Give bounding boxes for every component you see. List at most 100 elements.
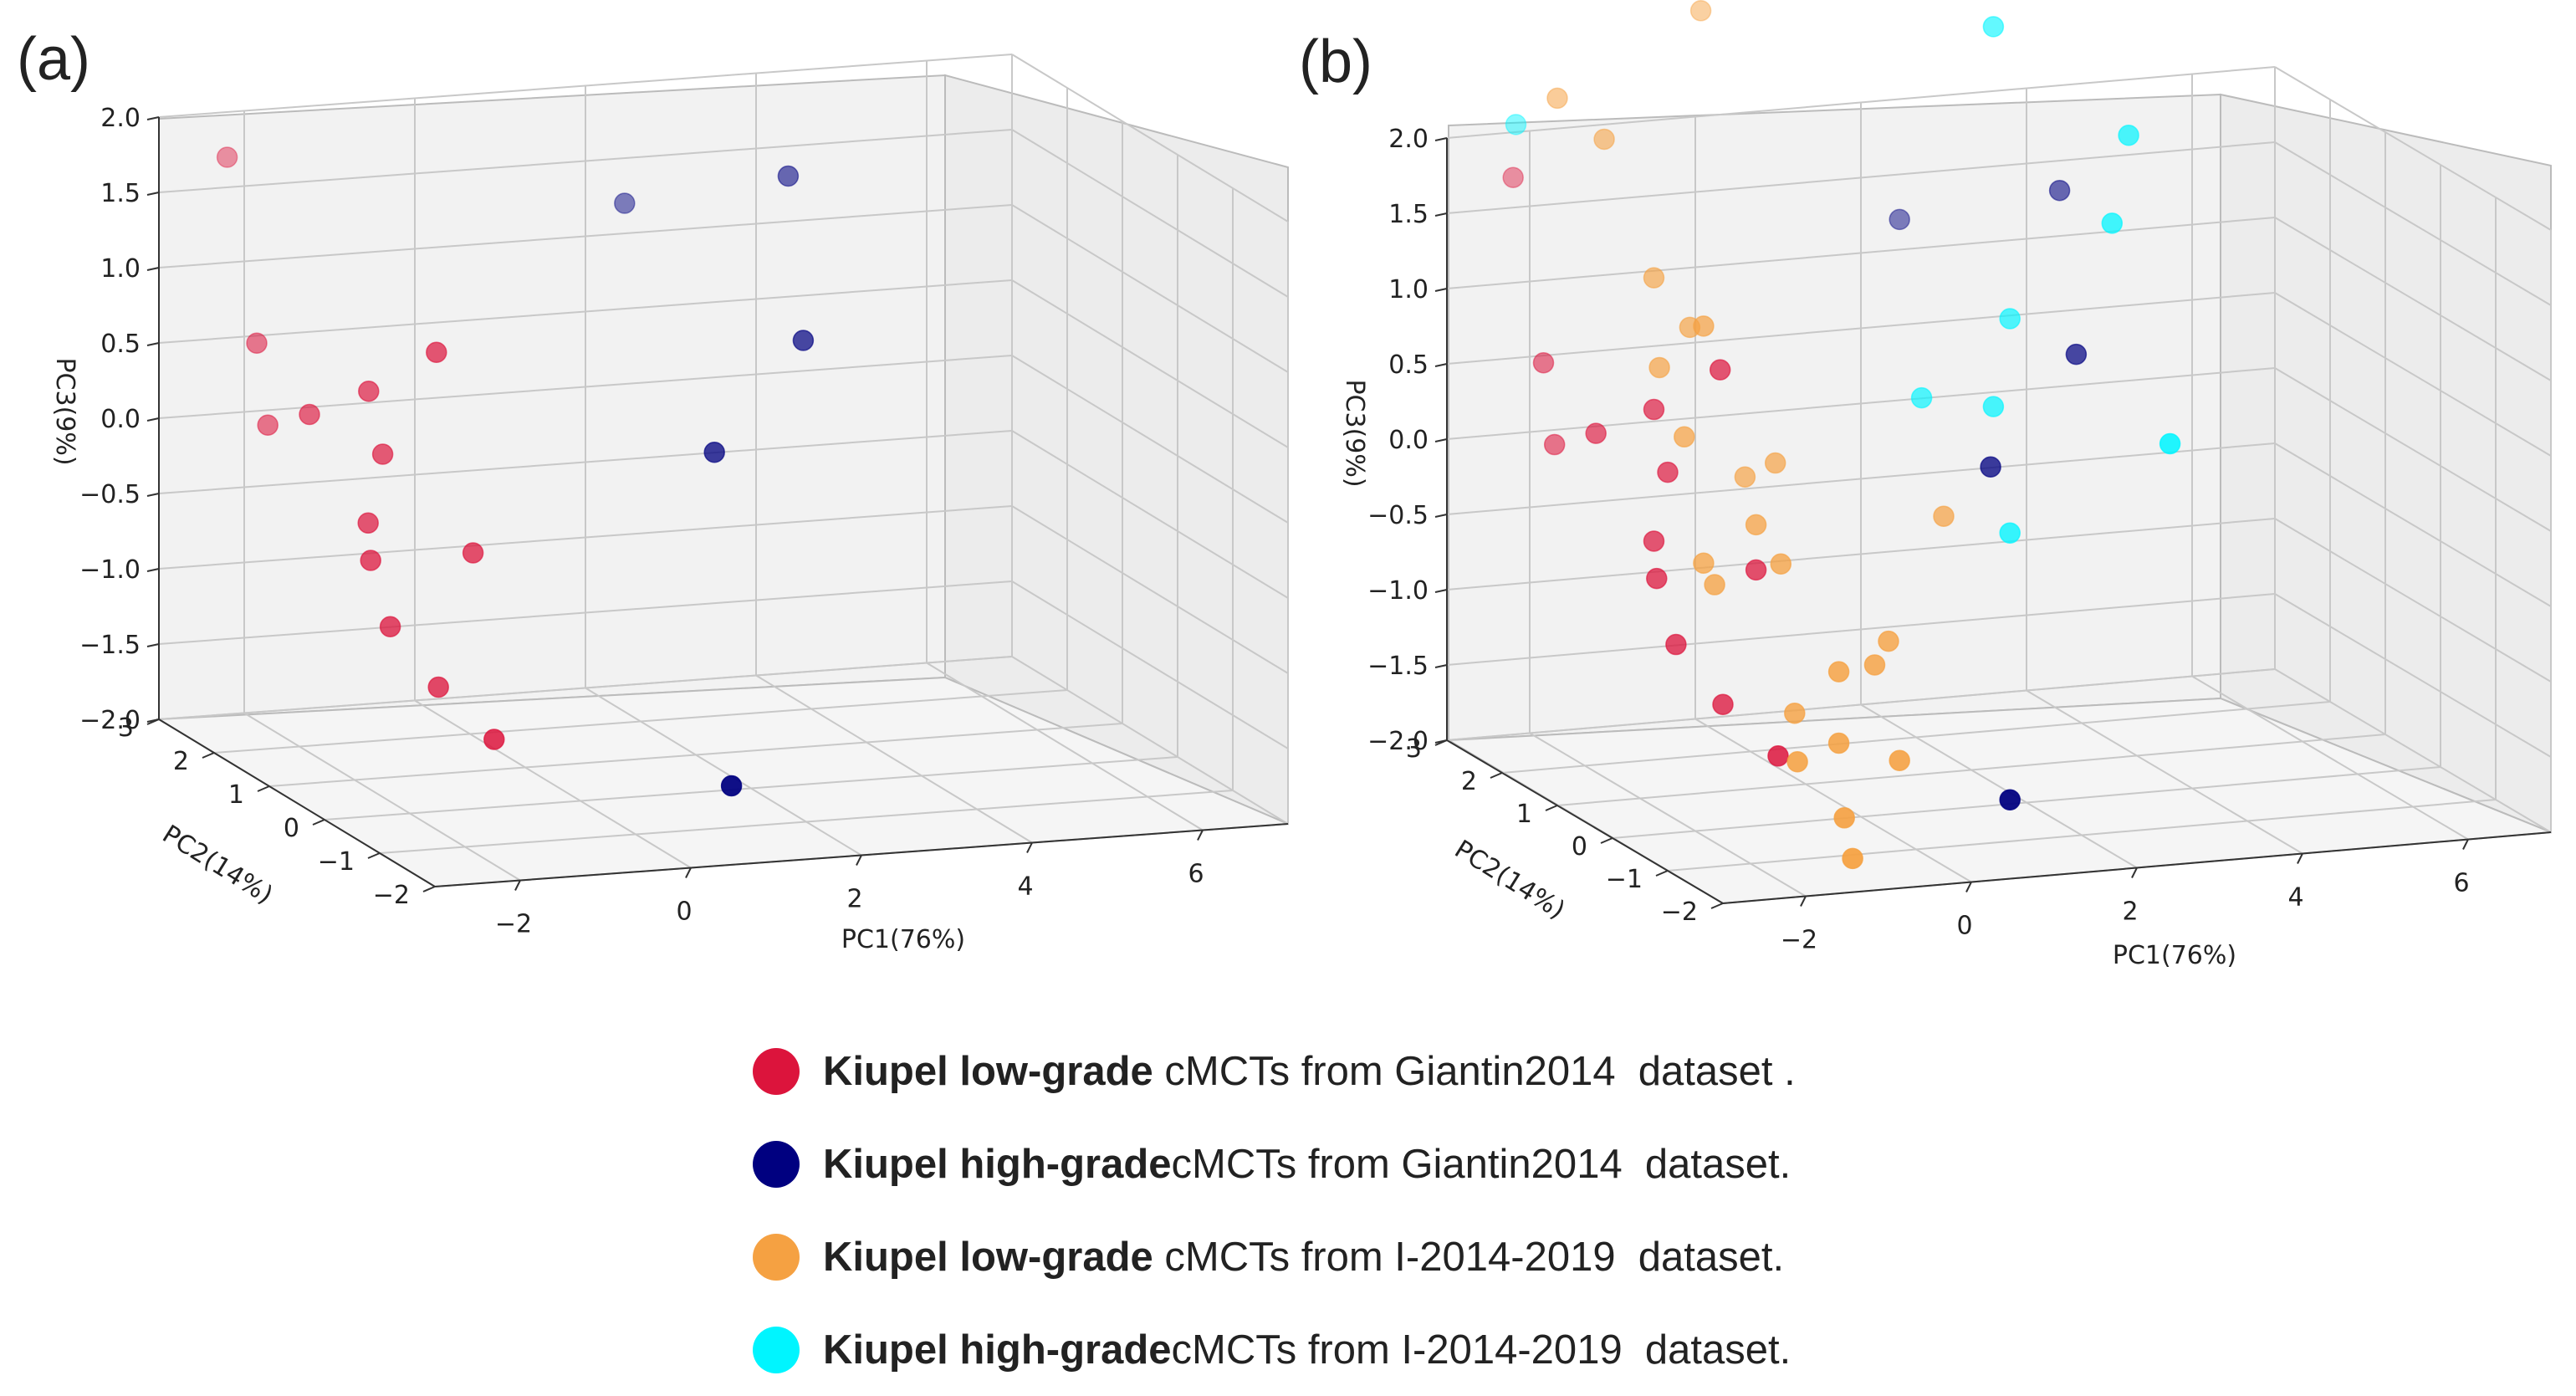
z-tick-mark: [1434, 514, 1448, 518]
gridline: [1694, 718, 1972, 883]
gridline: [1011, 505, 1289, 674]
x-tick-label: 4: [2287, 883, 2303, 913]
data-point: [1827, 661, 1850, 683]
z-tick-label: 0.5: [100, 330, 141, 359]
gridline: [1860, 703, 2138, 869]
data-point: [1982, 396, 2005, 417]
legend-label: cMCTs from I-2014-2019 dataset.: [1171, 1327, 1791, 1373]
y-tick-label: −1: [318, 847, 355, 877]
data-point: [1546, 87, 1568, 110]
data-point: [1745, 559, 1767, 581]
gridline: [755, 674, 1033, 844]
panel-a-xlabel: PC1(76%): [841, 925, 965, 954]
data-point: [379, 616, 401, 637]
z-tick-label: 1.5: [1388, 200, 1429, 229]
gridline: [268, 723, 1123, 787]
panel-b-xlabel: PC1(76%): [2113, 941, 2236, 970]
gridline: [1011, 355, 1289, 524]
gridline: [1011, 430, 1289, 599]
y-tick-label: 3: [1406, 734, 1422, 764]
data-point: [1767, 745, 1789, 767]
gridline: [2274, 593, 2552, 758]
y-tick-label: 2: [1461, 767, 1477, 796]
x-tick-mark: [2462, 839, 2469, 850]
z-tick-label: −0.5: [79, 480, 141, 509]
y-axis-line: [158, 718, 436, 887]
panel-b-ylabel: PC2(14%): [1449, 835, 1570, 925]
y-tick-mark: [202, 752, 215, 759]
data-point: [1863, 654, 1886, 676]
gridline: [1612, 766, 2441, 839]
gridline: [158, 430, 1013, 494]
gridline: [158, 129, 1013, 193]
x-tick-label: 2: [846, 885, 862, 914]
data-point: [1786, 751, 1808, 773]
x-tick-label: 6: [1188, 860, 1204, 889]
data-point: [1543, 433, 1566, 456]
gridline: [324, 756, 1178, 821]
y-tick-label: 3: [118, 713, 134, 743]
z-tick-mark: [146, 643, 160, 647]
z-tick-mark: [1434, 212, 1448, 217]
y-tick-label: 1: [228, 780, 244, 810]
data-point: [246, 332, 268, 354]
data-point: [483, 729, 505, 750]
legend: Kiupel low-grade cMCTs from Giantin2014 …: [753, 1025, 2007, 1396]
gridline: [213, 689, 1068, 754]
y-axis-line: [1446, 739, 1724, 904]
data-point: [1704, 574, 1725, 596]
gridline: [2274, 668, 2552, 833]
data-point: [358, 381, 380, 402]
legend-bold-label: Kiupel low-grade: [823, 1048, 1153, 1094]
legend-item: Kiupel low-grade cMCTs from I-2014-2019 …: [753, 1210, 2007, 1303]
gridline: [243, 712, 521, 882]
x-tick-label: 4: [1017, 872, 1033, 902]
panel-b-gridlines: [1446, 66, 2552, 904]
data-point: [299, 403, 320, 426]
y-tick-mark: [1545, 805, 1558, 811]
gridline: [1011, 204, 1289, 373]
panel-b-ticks: −2 0 2 4 6 −2 −1 0 1 2 3−2.0 −1.5 −1.0 −0.5 0.0 0.5 1.0 1…: [1367, 125, 2552, 955]
z-tick-mark: [1434, 589, 1448, 593]
gridline: [2274, 518, 2552, 683]
data-point: [1709, 359, 1731, 381]
data-point: [1665, 633, 1687, 656]
z-tick-label: −1.0: [79, 555, 141, 585]
data-point: [426, 341, 447, 363]
y-tick-label: −2: [373, 881, 410, 910]
z-tick-label: 2.0: [1388, 125, 1429, 154]
z-tick-label: 0.5: [1388, 350, 1429, 380]
z-tick-label: −0.5: [1367, 501, 1429, 530]
data-point: [1505, 114, 1527, 136]
legend-marker-icon: [753, 1233, 800, 1281]
x-tick-mark: [685, 867, 692, 878]
data-point: [1833, 807, 1855, 829]
panel-a-ticks: −2 0 2 4 6 −2 −1 0 1 2 3−2.0 −1.5 −1.0 −0.5 0.0 0.5 1.0 1…: [79, 104, 1289, 939]
data-point: [2048, 179, 2071, 202]
gridline: [2274, 367, 2552, 532]
data-point: [1999, 308, 2021, 330]
legend-marker-icon: [753, 1140, 800, 1188]
data-point: [1878, 630, 1899, 652]
panel-b-zlabel: PC3(9%): [1340, 379, 1369, 487]
x-tick-mark: [1197, 830, 1204, 841]
legend-bold-label: Kiupel high-grade: [823, 1141, 1172, 1187]
gridline: [2274, 442, 2552, 607]
z-tick-mark: [146, 192, 160, 196]
data-point: [1784, 702, 1806, 724]
data-point: [1982, 16, 2005, 38]
panel-a-letter: (a): [17, 26, 90, 93]
data-point: [1689, 0, 1712, 22]
panel-a-points: [216, 146, 815, 797]
gridline: [158, 580, 1013, 645]
gridline: [1501, 701, 2331, 774]
z-tick-mark: [1434, 438, 1448, 442]
y-tick-label: −2: [1661, 897, 1698, 927]
data-point: [2159, 432, 2181, 455]
z-tick-mark: [146, 568, 160, 572]
data-point: [703, 442, 725, 463]
gridline: [1446, 141, 2276, 214]
data-point: [1643, 267, 1665, 289]
y-tick-mark: [312, 819, 325, 826]
x-tick-mark: [2297, 853, 2303, 864]
